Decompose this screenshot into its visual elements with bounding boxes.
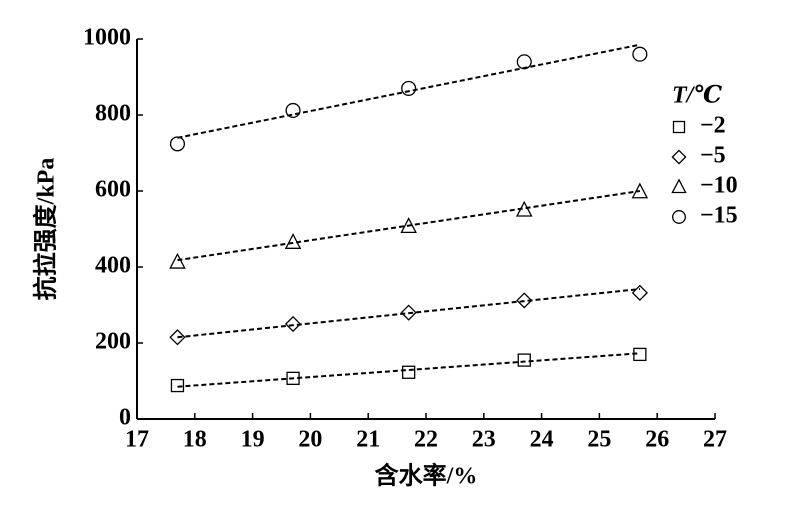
x-tick-label: 17 (125, 427, 149, 453)
y-tick-label: 400 (95, 253, 131, 279)
marker (284, 233, 302, 249)
fit-line (177, 288, 640, 339)
marker (516, 54, 532, 70)
marker (515, 200, 533, 217)
marker (671, 178, 687, 194)
x-tick-label: 23 (472, 427, 496, 453)
legend-label: −10 (700, 173, 738, 199)
marker (284, 315, 302, 333)
marker (631, 284, 648, 301)
fit-line (177, 190, 641, 262)
x-tick-label: 18 (183, 427, 207, 453)
legend-label: −15 (700, 203, 738, 229)
x-tick-label: 27 (703, 427, 727, 453)
marker (633, 347, 647, 362)
marker (672, 210, 686, 224)
y-tick-label: 800 (95, 101, 131, 127)
marker (169, 252, 186, 269)
x-tick-label: 22 (414, 427, 438, 453)
y-axis-label: 抗拉强度/kPa (32, 158, 60, 301)
marker (169, 329, 186, 346)
legend-label: −5 (700, 143, 726, 169)
legend-title: T/℃ (672, 83, 722, 109)
marker (169, 136, 186, 152)
marker (631, 182, 649, 199)
marker (170, 378, 185, 393)
x-tick-label: 20 (298, 427, 322, 453)
y-tick-label: 200 (95, 329, 131, 355)
marker (400, 217, 417, 233)
x-tick-label: 24 (530, 427, 554, 453)
legend-label: −2 (700, 113, 726, 139)
marker (400, 304, 417, 321)
y-tick-label: 600 (95, 177, 131, 203)
x-tick-label: 25 (587, 427, 611, 453)
marker (672, 120, 686, 134)
marker (286, 371, 300, 385)
fit-line (177, 43, 641, 139)
marker (401, 80, 417, 96)
marker (632, 46, 648, 62)
marker (402, 365, 416, 379)
x-tick-label: 26 (645, 427, 669, 453)
y-tick-label: 1000 (83, 25, 131, 51)
x-tick-label: 21 (356, 427, 380, 453)
marker (516, 292, 533, 309)
x-tick-label: 19 (241, 427, 265, 453)
marker (671, 149, 687, 165)
marker (517, 353, 531, 367)
marker (285, 102, 301, 118)
y-tick-label: 0 (119, 405, 131, 431)
x-axis-label: 含水率/% (375, 462, 478, 490)
fit-line (177, 352, 640, 388)
